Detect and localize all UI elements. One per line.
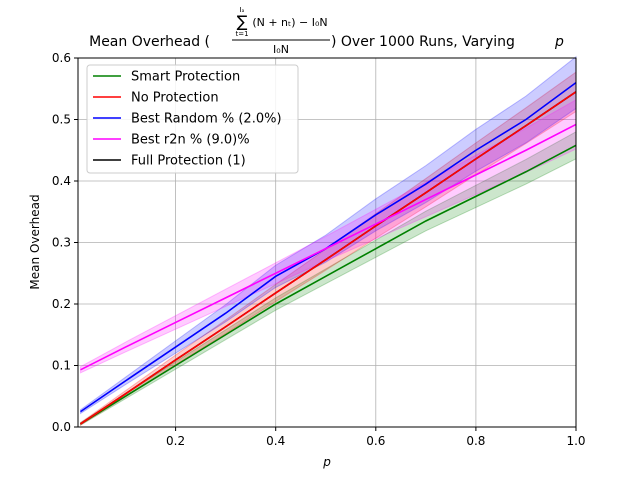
x-tick-label: 0.6 [366,434,385,448]
chart-title: Mean Overhead ( [89,34,210,50]
legend-label: Full Protection (1) [131,154,246,169]
x-tick-label: 1.0 [566,434,585,448]
legend-label: Best Random % (2.0%) [131,112,282,127]
y-tick-label: 0.2 [52,297,71,311]
y-tick-label: 0.3 [52,236,71,250]
y-tick-label: 0.6 [52,51,71,65]
chart-title-end: ) Over 1000 Runs, Varying [331,34,515,50]
y-tick-label: 0.0 [52,420,71,434]
x-tick-label: 0.2 [166,434,185,448]
legend-label: No Protection [131,91,219,106]
y-tick-label: 0.1 [52,359,71,373]
title-sum-lower: t=1 [235,30,248,38]
legend-label: Best r2n % (9.0)% [131,133,250,148]
legend-label: Smart Protection [131,70,240,85]
title-numerator: (N + nₜ) − I₀N [252,16,327,29]
legend: Smart Protection No Protection Best Random… [86,64,299,174]
x-axis-label: p [322,455,331,469]
series-line [80,91,577,425]
title-sum-upper: Iₐ [240,6,245,14]
plot-frame [77,57,577,428]
x-tick-label: 0.8 [466,434,485,448]
y-axis-label: Mean Overhead [28,194,42,289]
legend-box [86,64,299,174]
title-denominator: I₀N [273,43,289,56]
x-tick-label: 0.4 [266,434,285,448]
title-sum: ∑ [237,12,248,31]
y-tick-label: 0.4 [52,174,71,188]
series-line [80,123,577,371]
y-tick-label: 0.5 [52,113,71,127]
series-line [80,144,577,425]
chart-title-variable: p [554,34,564,50]
